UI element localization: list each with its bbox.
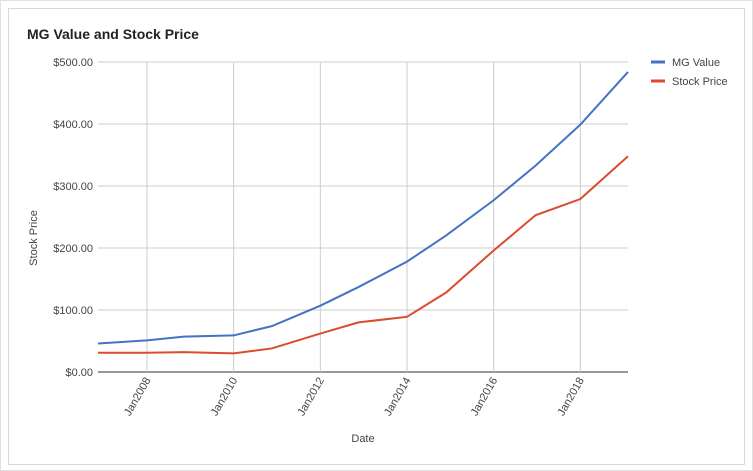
chart-border	[8, 8, 745, 465]
chart-title: MG Value and Stock Price	[27, 26, 199, 42]
legend-label: Stock Price	[672, 76, 728, 88]
y-tick-label: $500.00	[53, 57, 93, 69]
y-axis-title: Stock Price	[28, 210, 40, 266]
legend-label: MG Value	[672, 57, 720, 69]
x-axis-title: Date	[351, 433, 374, 445]
y-tick-label: $0.00	[65, 367, 93, 379]
y-tick-label: $200.00	[53, 243, 93, 255]
series-line	[97, 71, 629, 345]
y-tick-label: $100.00	[53, 305, 93, 317]
y-tick-label: $300.00	[53, 181, 93, 193]
series-line	[98, 155, 629, 355]
y-tick-label: $400.00	[53, 119, 93, 131]
